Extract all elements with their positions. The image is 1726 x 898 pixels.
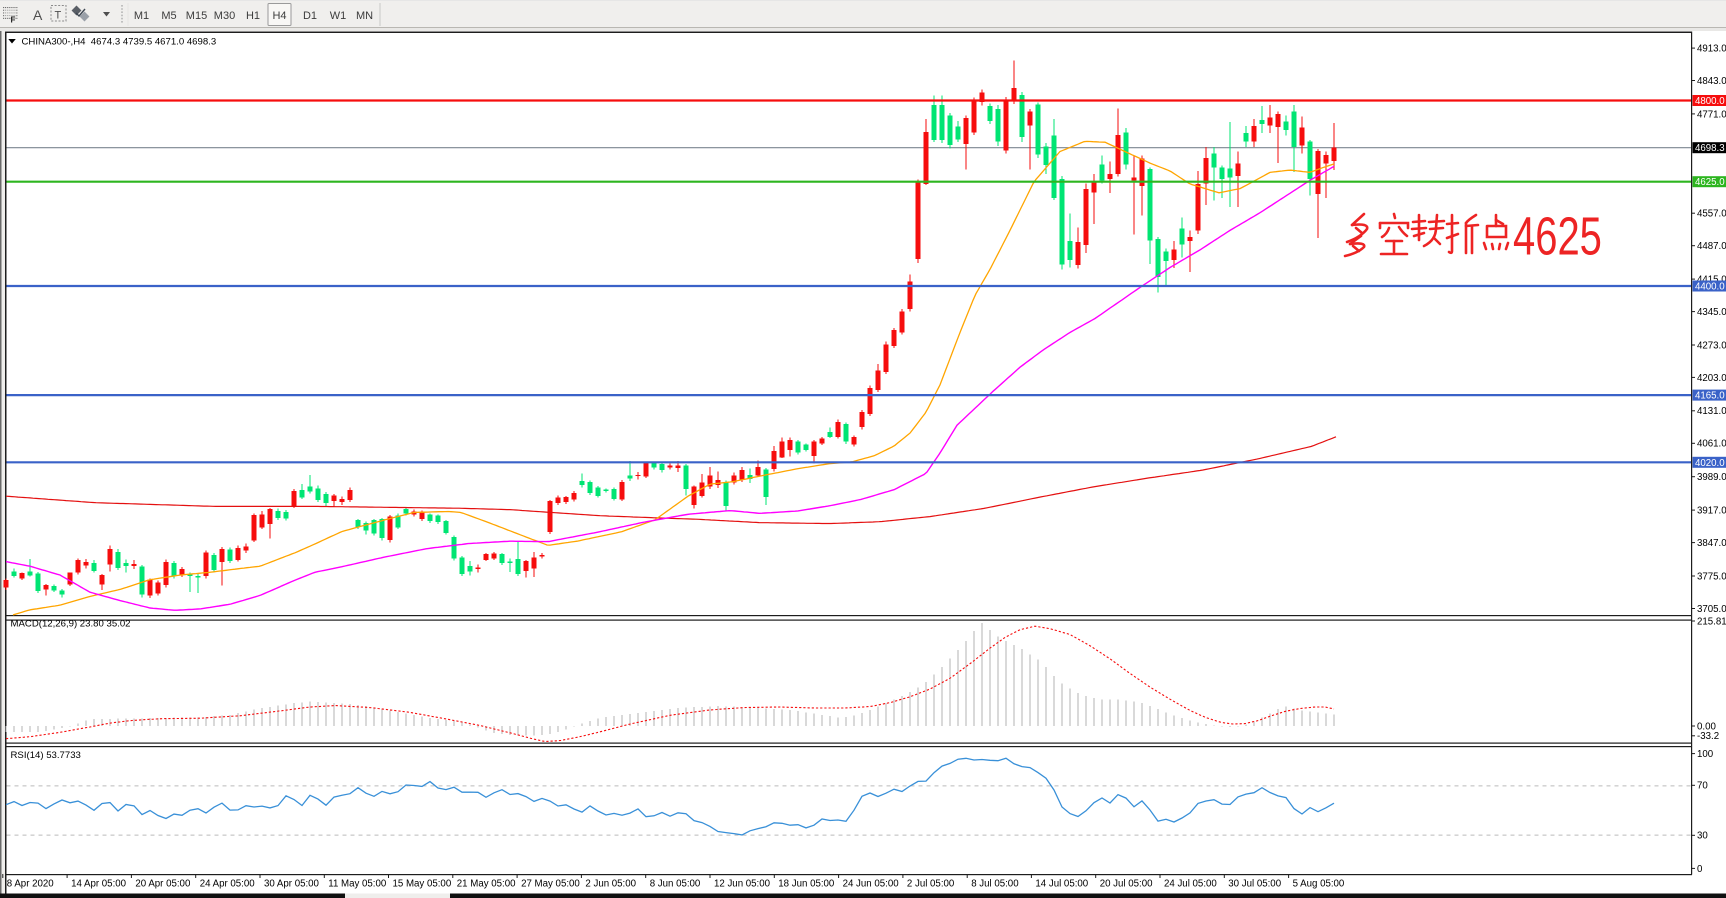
svg-text:4913.0: 4913.0 — [1697, 44, 1726, 55]
svg-text:30 Apr 05:00: 30 Apr 05:00 — [264, 879, 320, 890]
svg-text:0: 0 — [1697, 864, 1703, 875]
svg-text:3847.0: 3847.0 — [1697, 538, 1726, 549]
svg-text:M30: M30 — [214, 10, 235, 22]
svg-text:4843.0: 4843.0 — [1697, 76, 1726, 87]
svg-text:W1: W1 — [330, 10, 347, 22]
svg-text:14 Jul 05:00: 14 Jul 05:00 — [1035, 879, 1088, 890]
svg-text:3917.0: 3917.0 — [1697, 506, 1726, 517]
svg-text:30 Jul 05:00: 30 Jul 05:00 — [1228, 879, 1281, 890]
svg-text:4557.0: 4557.0 — [1697, 209, 1726, 220]
svg-text:20 Apr 05:00: 20 Apr 05:00 — [135, 879, 191, 890]
svg-text:A: A — [33, 7, 43, 23]
svg-text:8 Jul 05:00: 8 Jul 05:00 — [971, 879, 1019, 890]
svg-text:4165.0: 4165.0 — [1695, 391, 1725, 402]
svg-text:-33.2: -33.2 — [1697, 731, 1719, 742]
svg-text:18 Jun 05:00: 18 Jun 05:00 — [778, 879, 835, 890]
svg-text:RSI(14) 53.7733: RSI(14) 53.7733 — [11, 750, 81, 761]
svg-text:H1: H1 — [246, 10, 260, 22]
svg-text:24 Jun 05:00: 24 Jun 05:00 — [843, 879, 900, 890]
svg-text:4273.0: 4273.0 — [1697, 340, 1726, 351]
svg-text:T: T — [55, 10, 62, 22]
svg-text:30: 30 — [1697, 831, 1708, 842]
svg-text:12 Jun 05:00: 12 Jun 05:00 — [714, 879, 771, 890]
svg-text:M1: M1 — [134, 10, 149, 22]
svg-text:2 Jun 05:00: 2 Jun 05:00 — [585, 879, 636, 890]
svg-text:14 Apr 05:00: 14 Apr 05:00 — [71, 879, 127, 890]
svg-text:24 Apr 05:00: 24 Apr 05:00 — [200, 879, 256, 890]
svg-text:11 May 05:00: 11 May 05:00 — [328, 879, 387, 890]
svg-text:8 Jun 05:00: 8 Jun 05:00 — [650, 879, 701, 890]
svg-text:4061.0: 4061.0 — [1697, 439, 1726, 450]
svg-text:4345.0: 4345.0 — [1697, 307, 1726, 318]
svg-text:4400.0: 4400.0 — [1695, 282, 1725, 293]
svg-text:100: 100 — [1697, 749, 1714, 760]
svg-text:20 Jul 05:00: 20 Jul 05:00 — [1100, 879, 1153, 890]
svg-text:F: F — [11, 16, 16, 25]
svg-text:4625.0: 4625.0 — [1695, 177, 1725, 188]
svg-text:3775.0: 3775.0 — [1697, 571, 1726, 582]
svg-text:3705.0: 3705.0 — [1697, 604, 1726, 615]
svg-text:4131.0: 4131.0 — [1697, 406, 1726, 417]
svg-text:4415.0: 4415.0 — [1697, 275, 1726, 286]
svg-text:4020.0: 4020.0 — [1695, 458, 1725, 469]
svg-text:M15: M15 — [186, 10, 207, 22]
svg-text:M5: M5 — [161, 10, 176, 22]
svg-text:215.81: 215.81 — [1697, 616, 1726, 627]
svg-text:15 May 05:00: 15 May 05:00 — [393, 879, 452, 890]
svg-text:70: 70 — [1697, 781, 1708, 792]
svg-text:MN: MN — [356, 10, 373, 22]
svg-text:MACD(12,26,9) 23.80 35.02: MACD(12,26,9) 23.80 35.02 — [11, 619, 131, 630]
svg-text:H4: H4 — [272, 10, 286, 22]
svg-text:4625: 4625 — [1513, 207, 1602, 267]
svg-text:0.00: 0.00 — [1697, 721, 1716, 732]
svg-text:3989.0: 3989.0 — [1697, 472, 1726, 483]
svg-text:4800.0: 4800.0 — [1695, 96, 1725, 107]
svg-text:4771.0: 4771.0 — [1697, 109, 1726, 120]
svg-text:CHINA300-,H4 4674.3 4739.5 46: CHINA300-,H4 4674.3 4739.5 4671.0 4698.3 — [22, 36, 217, 47]
svg-text:2 Jul 05:00: 2 Jul 05:00 — [907, 879, 955, 890]
svg-text:27 May 05:00: 27 May 05:00 — [521, 879, 580, 890]
svg-text:4487.0: 4487.0 — [1697, 241, 1726, 252]
svg-text:8 Apr 2020: 8 Apr 2020 — [7, 879, 54, 890]
svg-text:4203.0: 4203.0 — [1697, 373, 1726, 384]
svg-text:21 May 05:00: 21 May 05:00 — [457, 879, 516, 890]
svg-text:4698.3: 4698.3 — [1695, 143, 1725, 154]
svg-text:24 Jul 05:00: 24 Jul 05:00 — [1164, 879, 1217, 890]
svg-text:5 Aug 05:00: 5 Aug 05:00 — [1293, 879, 1345, 890]
svg-text:D1: D1 — [303, 10, 317, 22]
